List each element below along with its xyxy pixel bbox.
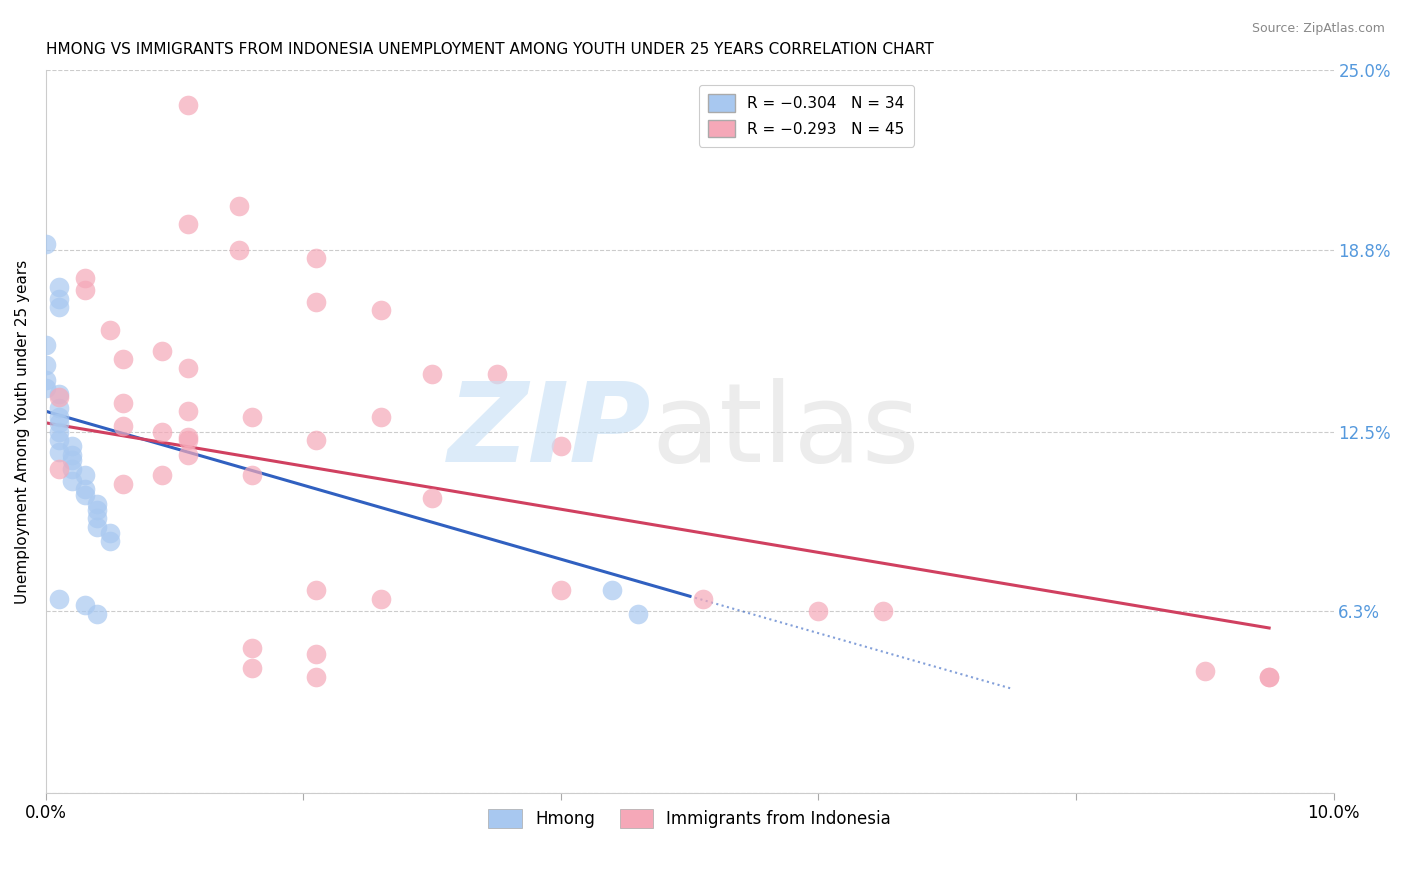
Text: atlas: atlas	[651, 378, 920, 485]
Point	[48, 416, 70, 430]
Point	[602, 583, 624, 598]
Point	[228, 243, 250, 257]
Point	[1258, 670, 1281, 684]
Point	[48, 390, 70, 404]
Point	[305, 251, 328, 265]
Point	[48, 434, 70, 448]
Point	[48, 425, 70, 439]
Point	[98, 534, 121, 549]
Point	[73, 467, 96, 482]
Point	[305, 294, 328, 309]
Point	[86, 607, 108, 621]
Point	[176, 361, 198, 376]
Point	[60, 474, 83, 488]
Point	[240, 467, 263, 482]
Point	[86, 502, 108, 516]
Point	[60, 448, 83, 462]
Point	[240, 410, 263, 425]
Point	[73, 598, 96, 612]
Point	[420, 367, 443, 381]
Point	[150, 467, 173, 482]
Point	[305, 583, 328, 598]
Text: ZIP: ZIP	[447, 378, 651, 485]
Point	[73, 488, 96, 502]
Text: HMONG VS IMMIGRANTS FROM INDONESIA UNEMPLOYMENT AMONG YOUTH UNDER 25 YEARS CORRE: HMONG VS IMMIGRANTS FROM INDONESIA UNEMP…	[46, 42, 934, 57]
Point	[370, 592, 392, 607]
Point	[73, 271, 96, 285]
Point	[150, 425, 173, 439]
Point	[692, 592, 714, 607]
Point	[48, 401, 70, 416]
Point	[60, 453, 83, 467]
Point	[86, 511, 108, 525]
Point	[872, 604, 894, 618]
Point	[150, 343, 173, 358]
Point	[98, 323, 121, 337]
Point	[1258, 670, 1281, 684]
Point	[60, 439, 83, 453]
Point	[228, 199, 250, 213]
Point	[48, 410, 70, 425]
Point	[86, 520, 108, 534]
Point	[35, 358, 58, 372]
Point	[112, 395, 135, 409]
Point	[370, 303, 392, 318]
Point	[550, 439, 572, 453]
Point	[240, 661, 263, 675]
Point	[48, 444, 70, 458]
Point	[370, 410, 392, 425]
Point	[176, 434, 198, 448]
Point	[176, 404, 198, 418]
Point	[176, 430, 198, 444]
Point	[627, 607, 650, 621]
Point	[112, 352, 135, 367]
Point	[86, 497, 108, 511]
Point	[48, 280, 70, 294]
Point	[550, 583, 572, 598]
Point	[98, 525, 121, 540]
Point	[305, 647, 328, 661]
Point	[35, 372, 58, 386]
Legend: Hmong, Immigrants from Indonesia: Hmong, Immigrants from Indonesia	[482, 802, 898, 835]
Point	[48, 387, 70, 401]
Point	[112, 476, 135, 491]
Y-axis label: Unemployment Among Youth under 25 years: Unemployment Among Youth under 25 years	[15, 260, 30, 604]
Point	[48, 462, 70, 476]
Text: Source: ZipAtlas.com: Source: ZipAtlas.com	[1251, 22, 1385, 36]
Point	[176, 98, 198, 112]
Point	[1194, 665, 1216, 679]
Point	[176, 217, 198, 231]
Point	[35, 236, 58, 251]
Point	[48, 301, 70, 315]
Point	[48, 292, 70, 306]
Point	[807, 604, 830, 618]
Point	[240, 641, 263, 656]
Point	[485, 367, 508, 381]
Point	[73, 283, 96, 297]
Point	[35, 381, 58, 395]
Point	[305, 434, 328, 448]
Point	[60, 462, 83, 476]
Point	[48, 592, 70, 607]
Point	[112, 418, 135, 433]
Point	[176, 448, 198, 462]
Point	[73, 483, 96, 497]
Point	[420, 491, 443, 505]
Point	[35, 338, 58, 352]
Point	[305, 670, 328, 684]
